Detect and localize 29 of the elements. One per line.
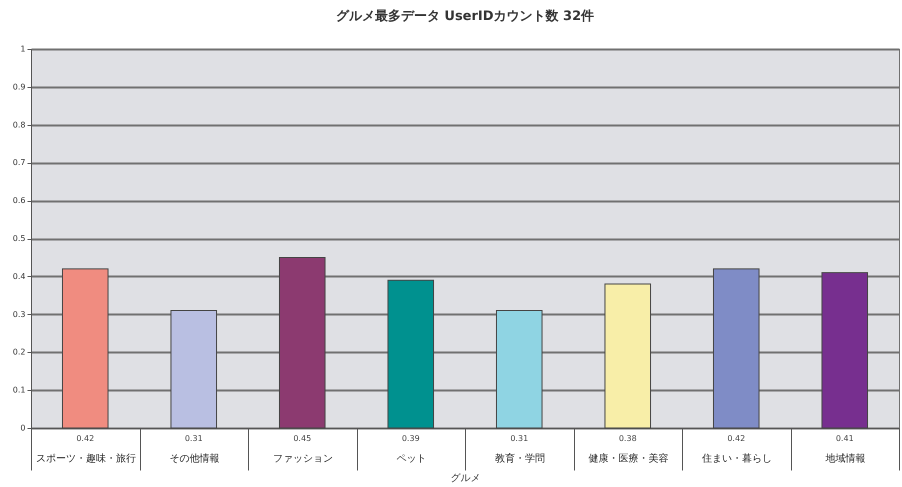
x-tick-label: ファッション [272,454,333,464]
y-tick-label: 1 [20,44,26,54]
x-tick-label: ペット [396,454,426,464]
data-label: 0.41 [836,434,854,443]
y-tick-label: 0.1 [12,386,26,395]
x-tick-label: その他情報 [169,452,220,464]
x-axis-title: グルメ [450,473,480,484]
y-tick-label: 0.5 [12,234,26,243]
x-tick-label: 地域情報 [824,452,866,464]
data-label: 0.39 [402,434,420,443]
chart-title: グルメ最多データ UserIDカウント数 32件 [336,9,594,24]
y-tick-label: 0.2 [12,348,26,357]
y-tick-label: 0.4 [12,272,26,281]
y-tick-label: 0.3 [12,310,26,319]
y-tick-label: 0.6 [12,196,26,206]
x-tick-label: スポーツ・趣味・旅行 [36,452,136,464]
y-tick-label: 0.7 [12,158,26,168]
data-label: 0.38 [618,434,637,443]
data-label: 0.31 [184,434,203,443]
data-label: 0.42 [727,434,746,443]
data-label: 0.31 [510,434,528,443]
data-label: 0.42 [76,434,94,443]
x-tick-label: 健康・医療・美容 [588,452,668,464]
y-tick-label: 0.8 [12,120,26,130]
x-tick-label: 住まい・暮らし [702,452,772,464]
y-tick-label: 0 [20,424,26,432]
x-tick-label: 教育・学問 [494,452,545,464]
y-tick-label: 0.9 [12,82,26,92]
data-label: 0.45 [293,434,312,443]
